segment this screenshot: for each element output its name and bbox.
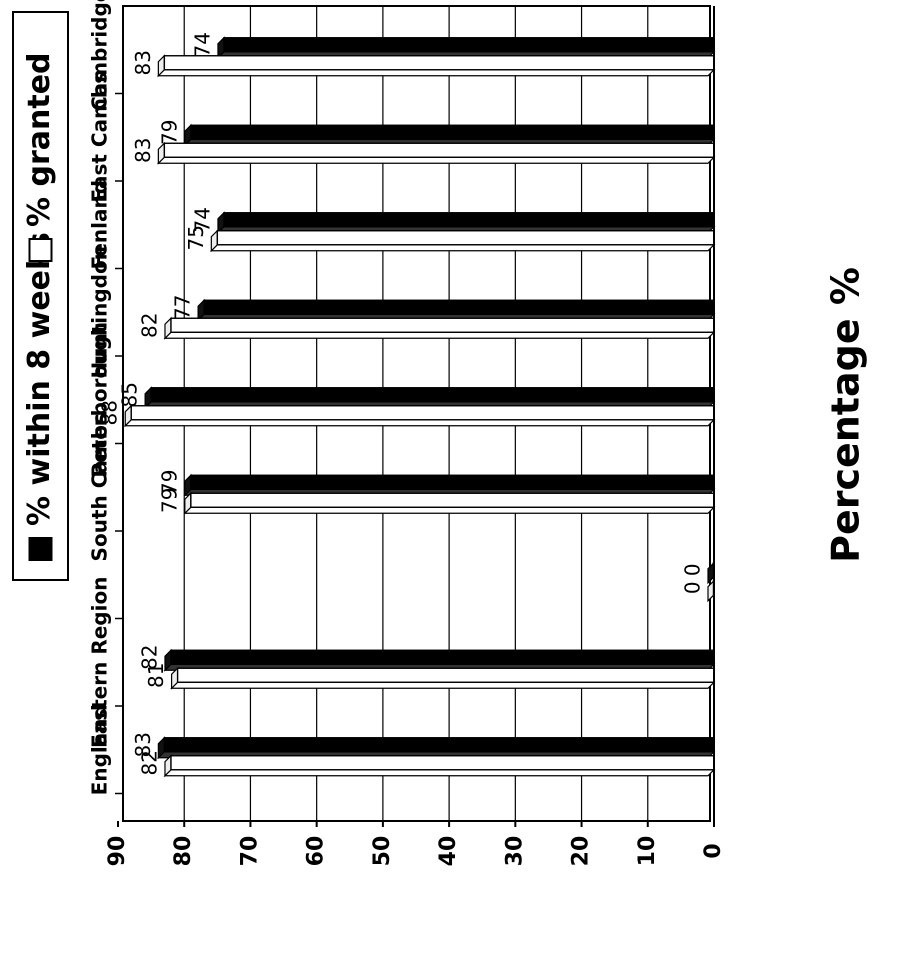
category-label: Peterborough [88,322,112,478]
bar-top-face [183,506,716,514]
data-label: 79 [157,488,181,513]
x-axis: 0 10 20 30 40 50 60 70 80 90 [105,6,726,866]
legend-label: % within 8 weeks [22,232,57,526]
category-label: East Cambs [88,72,112,203]
legend: % within 8 weeks % granted [12,11,69,581]
tick-label: 0 [701,843,726,858]
tick-label: 80 [171,836,196,867]
bar-within-8-weeks [170,649,715,665]
bar-granted [190,492,715,508]
bar-granted [176,667,715,683]
tick-label: 90 [105,836,130,867]
tick-label: 30 [502,836,527,867]
bar-within-8-weeks [203,299,715,315]
category-label: England [88,704,112,795]
bar-granted [216,230,715,246]
data-label: 0 [681,563,705,576]
data-label: 0 [681,581,705,594]
bar-within-8-weeks [163,737,715,753]
axis-title: Percentage % [824,267,868,563]
data-label: 83 [131,732,155,757]
legend-swatch [28,238,53,262]
category-label: Fenland [88,180,112,270]
bar-within-8-weeks [223,37,715,53]
legend-label: % granted [22,52,57,227]
tick-label: 50 [370,836,395,867]
data-label: 74 [190,207,214,232]
bar-within-8-weeks [190,124,715,140]
bar-top-face [156,69,716,77]
tick-label: 60 [304,836,329,867]
bar-within-8-weeks [190,474,715,490]
bar-top-face [163,331,716,339]
tick-label: 40 [436,836,461,867]
bar-granted [170,317,715,333]
data-label: 82 [137,313,161,338]
tick-label: 70 [237,836,262,867]
data-label: 81 [144,663,168,688]
data-label: 83 [131,138,155,163]
bar-top-face [170,681,716,689]
tick-label: 20 [569,836,594,867]
data-label: 79 [157,470,181,495]
bar-within-8-weeks [150,387,715,403]
bar-top-face [209,244,716,252]
bar-granted [170,755,715,771]
category-label: Eastern Region [88,577,112,748]
data-label: 79 [157,120,181,145]
category-label: Huntingdon [88,246,112,378]
category-label: South Cambs [88,413,112,561]
bar-top-face [123,419,716,427]
bar-granted [130,405,715,421]
data-label: 77 [171,295,195,320]
bar-top-face [163,769,716,777]
data-label: 82 [137,645,161,670]
bar-granted [163,142,715,158]
category-label: Cambridge [88,0,112,111]
bar-within-8-weeks [223,212,715,228]
bar-granted [163,55,715,71]
data-label: 75 [184,225,208,250]
data-label: 88 [98,400,122,425]
data-label: 83 [131,50,155,75]
legend-swatch [28,537,53,561]
bar-top-face [156,156,716,164]
legend-box [12,11,69,581]
data-label: 82 [137,750,161,775]
tick-label: 10 [635,836,660,867]
data-label: 85 [118,382,142,407]
data-label: 74 [190,32,214,57]
